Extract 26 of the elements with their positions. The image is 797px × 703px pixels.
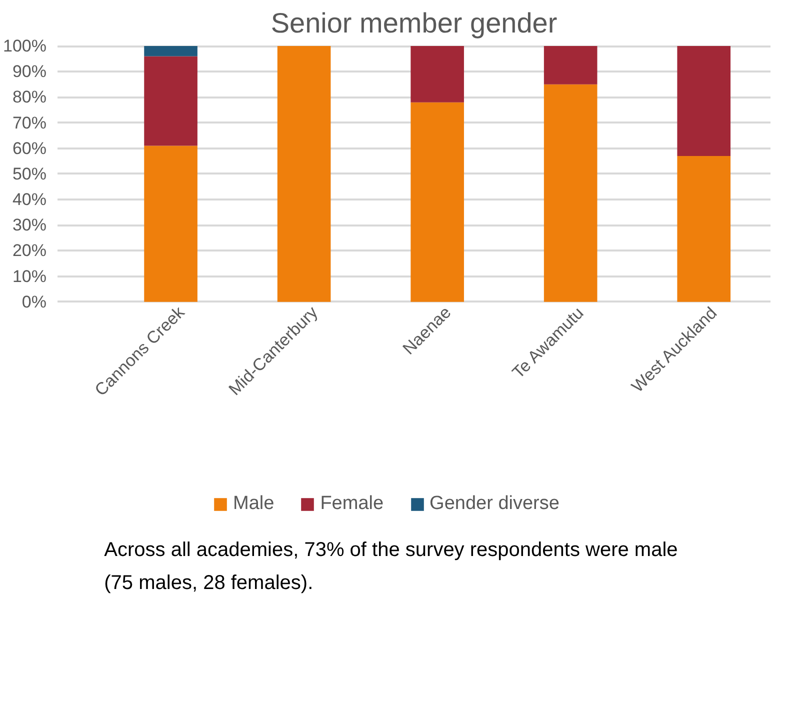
bar: [544, 46, 598, 84]
legend-label: Gender diverse: [430, 493, 560, 515]
legend-label: Male: [233, 493, 274, 515]
y-tick-label: 50%: [12, 164, 47, 184]
y-tick-label: 30%: [12, 216, 47, 235]
bar: [410, 102, 464, 302]
bar: [144, 46, 198, 56]
bar: [677, 46, 731, 156]
text: Across all academies, 73% of the survey respondents were male (75 males, 28 females).: [104, 538, 678, 594]
y-tick-label: 10%: [12, 266, 47, 286]
y-tick-label: 90%: [12, 62, 47, 82]
bar: [544, 84, 598, 302]
legend-label: Female: [320, 493, 384, 515]
y-tick-label: 60%: [12, 138, 47, 158]
chart-title: Senior member gender: [270, 8, 558, 38]
bar: [144, 146, 198, 302]
y-tick-label: 80%: [12, 88, 47, 107]
y-tick-label: 0%: [22, 292, 47, 312]
y-tick-label: 100%: [3, 36, 47, 56]
bar: [144, 56, 198, 146]
y-tick-label: 20%: [12, 241, 47, 260]
bar: [410, 46, 464, 102]
y-tick-label: 70%: [12, 113, 47, 132]
y-tick-label: 40%: [12, 190, 47, 210]
bar: [277, 46, 331, 302]
bar: [677, 156, 731, 302]
